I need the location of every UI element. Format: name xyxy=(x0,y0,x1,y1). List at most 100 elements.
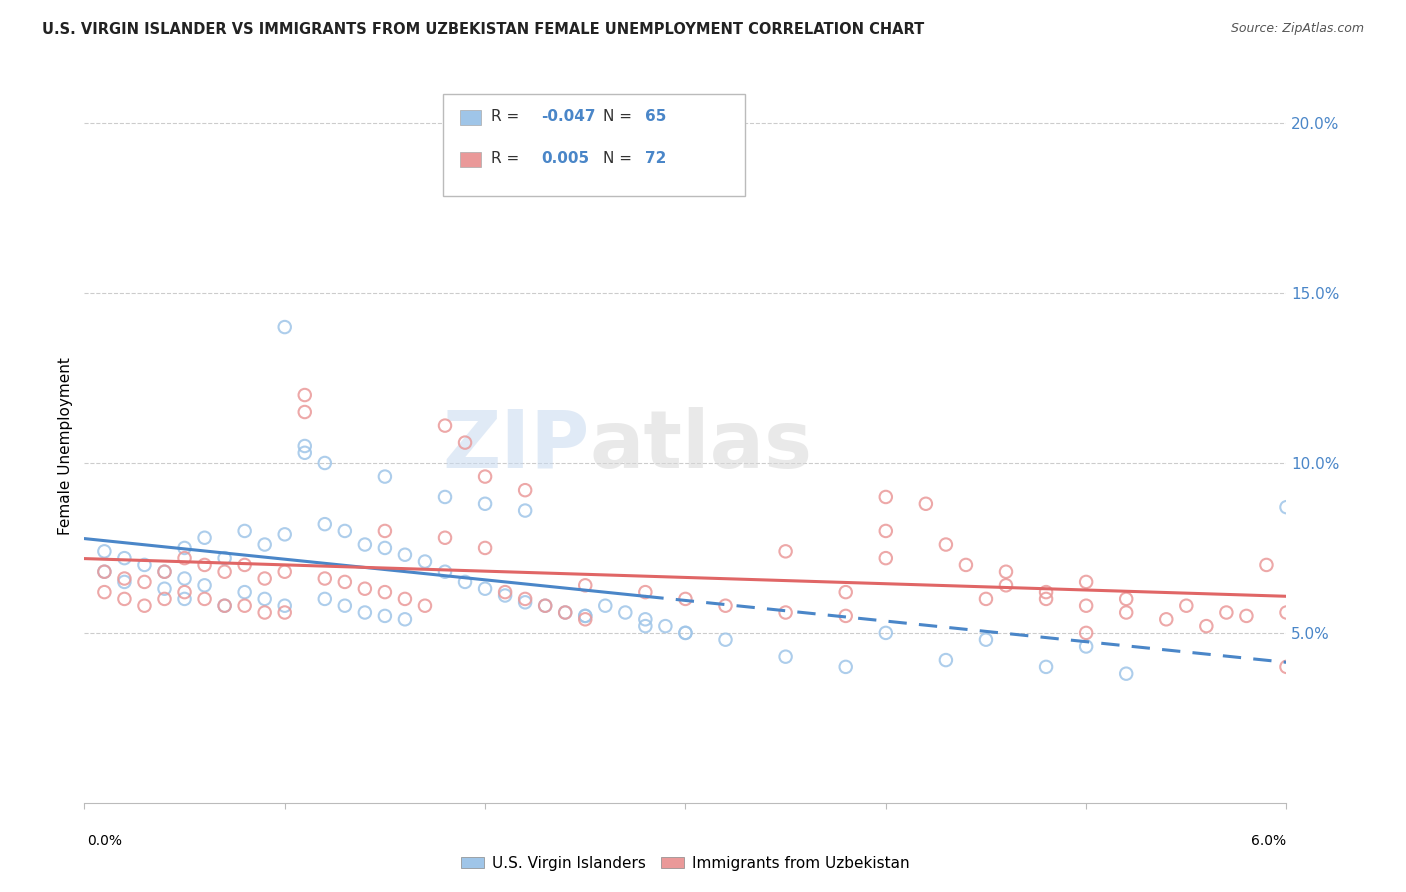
Point xyxy=(675,626,697,640)
Point xyxy=(1076,626,1098,640)
Point xyxy=(233,585,256,599)
Point xyxy=(394,591,416,606)
Point xyxy=(935,653,957,667)
Point xyxy=(114,551,135,566)
Point xyxy=(515,503,537,517)
Point xyxy=(675,626,697,640)
Point xyxy=(233,524,256,538)
Text: ZIP: ZIP xyxy=(441,407,589,485)
Point xyxy=(875,490,897,504)
Point xyxy=(915,497,938,511)
Point xyxy=(1275,606,1298,620)
Point xyxy=(534,599,557,613)
Point xyxy=(114,591,135,606)
Point xyxy=(835,585,858,599)
Point xyxy=(595,599,617,613)
Text: 6.0%: 6.0% xyxy=(1251,834,1286,848)
Point xyxy=(1236,608,1258,623)
Point xyxy=(194,531,217,545)
Text: 65: 65 xyxy=(645,109,666,124)
Point xyxy=(93,544,115,558)
Point xyxy=(474,469,496,483)
Point xyxy=(935,537,957,551)
Point xyxy=(194,558,217,572)
Point xyxy=(333,599,356,613)
Text: R =: R = xyxy=(491,109,524,124)
Point xyxy=(574,608,596,623)
Point xyxy=(253,606,276,620)
Point xyxy=(634,585,657,599)
Point xyxy=(413,555,436,569)
Point xyxy=(333,574,356,589)
Point xyxy=(875,551,897,566)
Point xyxy=(1035,585,1057,599)
Text: U.S. VIRGIN ISLANDER VS IMMIGRANTS FROM UZBEKISTAN FEMALE UNEMPLOYMENT CORRELATI: U.S. VIRGIN ISLANDER VS IMMIGRANTS FROM … xyxy=(42,22,924,37)
Point xyxy=(93,585,115,599)
Point xyxy=(554,606,576,620)
Point xyxy=(614,606,637,620)
Point xyxy=(93,565,115,579)
Point xyxy=(534,599,557,613)
Point xyxy=(775,544,797,558)
Point xyxy=(474,497,496,511)
Point xyxy=(995,565,1018,579)
Point xyxy=(1076,640,1098,654)
Point xyxy=(454,574,477,589)
Point xyxy=(413,599,436,613)
Point xyxy=(134,574,156,589)
Point xyxy=(494,589,516,603)
Point xyxy=(354,537,377,551)
Point xyxy=(153,591,176,606)
Point xyxy=(153,565,176,579)
Point xyxy=(294,439,316,453)
Point xyxy=(374,524,396,538)
Point xyxy=(374,608,396,623)
Point xyxy=(354,582,377,596)
Point xyxy=(294,388,316,402)
Text: atlas: atlas xyxy=(589,407,813,485)
Point xyxy=(714,599,737,613)
Point xyxy=(253,591,276,606)
Point xyxy=(1275,660,1298,674)
Point xyxy=(274,606,297,620)
Point xyxy=(974,591,997,606)
Point xyxy=(1035,591,1057,606)
Point xyxy=(434,418,457,433)
Point xyxy=(314,591,336,606)
Point xyxy=(214,599,236,613)
Point xyxy=(114,572,135,586)
Point xyxy=(1275,500,1298,515)
Point xyxy=(394,548,416,562)
Point xyxy=(1215,606,1237,620)
Point xyxy=(775,649,797,664)
Point xyxy=(434,565,457,579)
Point xyxy=(153,565,176,579)
Point xyxy=(1256,558,1278,572)
Point xyxy=(233,558,256,572)
Point xyxy=(875,626,897,640)
Point xyxy=(554,606,576,620)
Point xyxy=(1115,591,1137,606)
Point xyxy=(173,585,195,599)
Point xyxy=(214,599,236,613)
Point xyxy=(1156,612,1178,626)
Point xyxy=(1175,599,1198,613)
Point xyxy=(374,541,396,555)
Point xyxy=(333,524,356,538)
Point xyxy=(93,565,115,579)
Point xyxy=(233,599,256,613)
Point xyxy=(875,524,897,538)
Point xyxy=(253,537,276,551)
Point xyxy=(474,582,496,596)
Point xyxy=(214,551,236,566)
Point xyxy=(434,531,457,545)
Point xyxy=(114,574,135,589)
Point xyxy=(1076,599,1098,613)
Point xyxy=(1195,619,1218,633)
Point xyxy=(374,469,396,483)
Point xyxy=(714,632,737,647)
Point xyxy=(134,599,156,613)
Text: R =: R = xyxy=(491,151,524,166)
Point xyxy=(374,585,396,599)
Point xyxy=(1115,666,1137,681)
